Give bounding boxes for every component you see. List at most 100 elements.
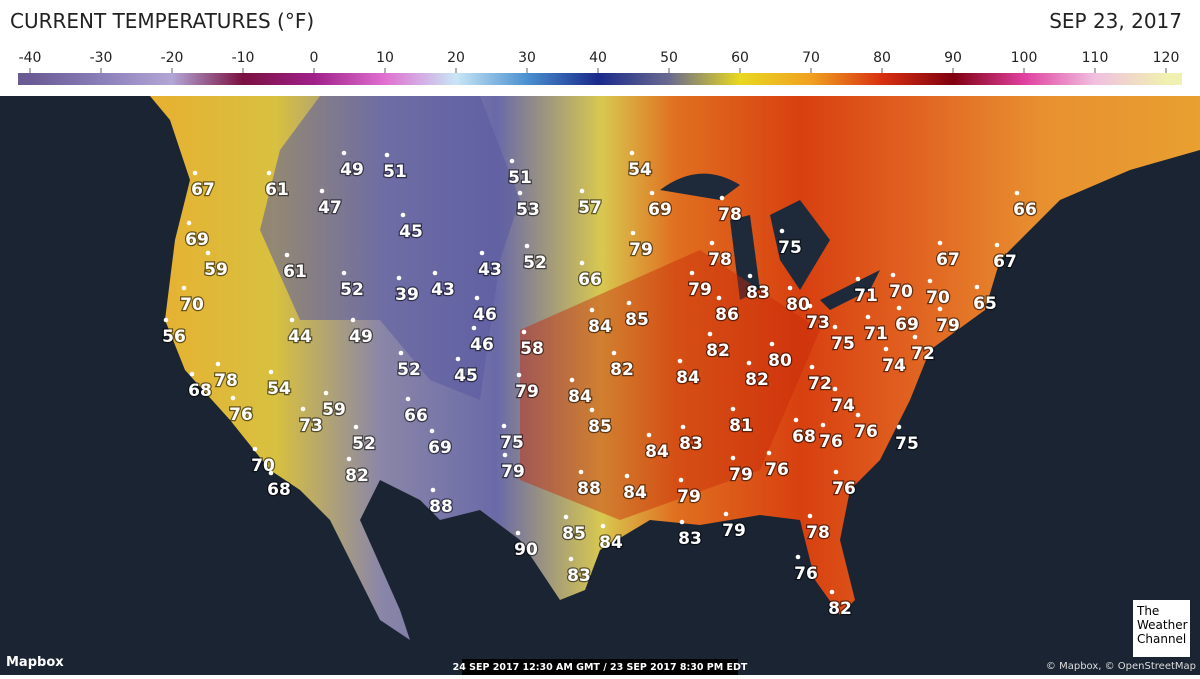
scale-tick-label: 90 (944, 50, 962, 66)
cool-region (260, 96, 520, 400)
temperature-reading: 46 (473, 305, 497, 325)
temperature-reading: 73 (806, 313, 830, 333)
temperature-reading: 84 (623, 483, 647, 503)
station-dot (319, 188, 325, 194)
station-dot (163, 317, 169, 323)
temperature-reading: 84 (676, 368, 700, 388)
scale-tick-label: 70 (802, 50, 820, 66)
station-dot (829, 589, 835, 595)
temperature-reading: 85 (625, 310, 649, 330)
temperature-reading: 90 (514, 540, 538, 560)
station-dot (730, 455, 736, 461)
temperature-reading: 84 (599, 533, 623, 553)
temperature-reading: 82 (828, 599, 852, 619)
station-dot (678, 477, 684, 483)
station-dot (890, 272, 896, 278)
scale-tick-label: 60 (731, 50, 749, 66)
station-dot (568, 556, 574, 562)
temperature-reading: 52 (397, 360, 421, 380)
station-dot (502, 452, 508, 458)
station-dot (323, 390, 329, 396)
station-dot (429, 428, 435, 434)
temperature-reading: 83 (679, 434, 703, 454)
temperature-reading: 53 (516, 200, 540, 220)
temperature-reading: 68 (792, 427, 816, 447)
station-dot (807, 303, 813, 309)
scale-tick-label: 0 (310, 50, 319, 66)
temperature-reading: 54 (628, 160, 652, 180)
scale-tick-label: 80 (873, 50, 891, 66)
temperature-reading: 59 (322, 400, 346, 420)
station-dot (569, 377, 575, 383)
temperature-reading: 79 (729, 465, 753, 485)
temperature-reading: 58 (520, 339, 544, 359)
temperature-reading: 51 (383, 162, 407, 182)
station-dot (994, 242, 1000, 248)
temperature-reading: 80 (768, 351, 792, 371)
station-dot (579, 188, 585, 194)
temperature-reading: 57 (578, 198, 602, 218)
temperature-reading: 61 (265, 180, 289, 200)
station-dot (719, 195, 725, 201)
temperature-reading: 54 (267, 379, 291, 399)
station-dot (524, 243, 530, 249)
temperature-reading: 86 (715, 305, 739, 325)
temperature-reading: 67 (993, 252, 1017, 272)
temperature-reading: 72 (808, 374, 832, 394)
station-dot (883, 346, 889, 352)
station-dot (266, 170, 272, 176)
temperature-reading: 82 (345, 466, 369, 486)
temperature-reading: 66 (404, 406, 428, 426)
temperature-reading: 88 (577, 479, 601, 499)
temperature-reading: 76 (819, 432, 843, 452)
temperature-reading: 81 (729, 416, 753, 436)
station-dot (509, 158, 515, 164)
station-dot (855, 276, 861, 282)
temperature-reading: 70 (926, 288, 950, 308)
temperature-reading: 51 (508, 168, 532, 188)
temperature-reading: 67 (191, 180, 215, 200)
temperature-reading: 68 (188, 381, 212, 401)
temperature-reading: 76 (832, 479, 856, 499)
station-dot (432, 270, 438, 276)
temperature-reading: 83 (746, 283, 770, 303)
temperature-reading: 79 (501, 462, 525, 482)
temperature-reading: 52 (352, 434, 376, 454)
station-dot (809, 364, 815, 370)
temperature-reading: 78 (806, 523, 830, 543)
temperature-reading: 75 (895, 434, 919, 454)
station-dot (747, 273, 753, 279)
scale-tick-label: -30 (90, 50, 113, 66)
temperature-reading: 74 (882, 356, 906, 376)
temperature-reading: 45 (454, 366, 478, 386)
scale-tick-label: -20 (161, 50, 184, 66)
station-dot (855, 412, 861, 418)
scale-tick-label: 110 (1082, 50, 1109, 66)
title: CURRENT TEMPERATURES (°F) (10, 9, 314, 33)
station-dot (793, 417, 799, 423)
temperature-reading: 43 (431, 280, 455, 300)
station-dot (1014, 190, 1020, 196)
temperature-reading: 47 (318, 198, 342, 218)
station-dot (833, 469, 839, 475)
station-dot (579, 260, 585, 266)
station-dot (181, 285, 187, 291)
station-dot (716, 295, 722, 301)
station-dot (268, 470, 274, 476)
temperature-reading: 44 (288, 327, 312, 347)
station-dot (300, 406, 306, 412)
station-dot (353, 424, 359, 430)
station-dot (396, 275, 402, 281)
scale-tick-label: 50 (660, 50, 678, 66)
temperature-reading: 43 (478, 260, 502, 280)
station-dot (521, 329, 527, 335)
station-dot (398, 350, 404, 356)
scale-tick-label: -40 (19, 50, 42, 66)
station-dot (578, 469, 584, 475)
station-dot (832, 386, 838, 392)
station-dot (284, 252, 290, 258)
station-dot (807, 513, 813, 519)
station-dot (766, 450, 772, 456)
lakes (660, 173, 880, 310)
station-dot (820, 422, 826, 428)
